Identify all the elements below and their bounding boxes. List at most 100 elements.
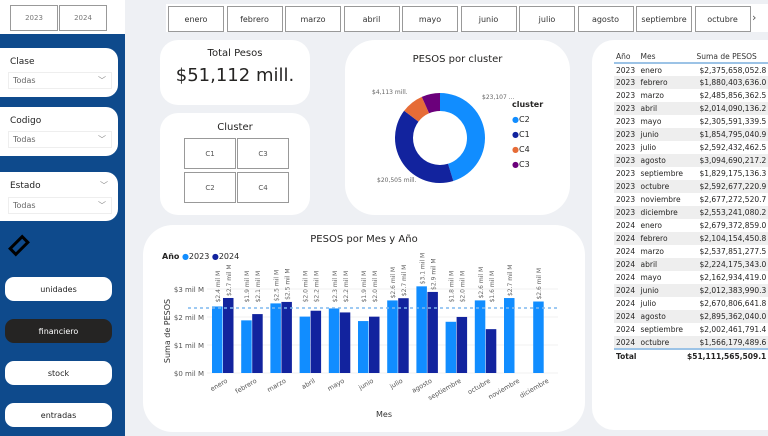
donut-slice-c2[interactable] [440,93,485,181]
donut-slice-c4[interactable] [404,96,430,122]
bar-2023-enero[interactable] [212,306,223,373]
cell-mes: enero [640,221,663,230]
cluster-c3-button[interactable]: C3 [237,138,289,169]
month-agosto-button[interactable]: agosto [577,6,634,32]
cell-suma: $2,014,090,136.2 [685,102,768,115]
table-row[interactable]: 2023 junio $1,854,795,040.9 [614,128,768,141]
month-abril-button[interactable]: abril [343,6,400,32]
cell-suma: $2,224,175,343.0 [685,258,768,271]
data-label: $1.8 mil M [449,271,456,303]
table-row[interactable]: 2023 febrero $1,880,403,636.0 [614,76,768,89]
bar-2023-septiembre[interactable] [445,321,457,373]
month-marzo-button[interactable]: marzo [285,6,341,32]
bar-2023-junio[interactable] [358,321,369,373]
legend-label: C2 [518,115,530,124]
bar-2024-mayo[interactable] [339,312,351,373]
cell-mes: julio [640,143,657,152]
bar-2023-agosto[interactable] [416,286,427,373]
legend-item-c2[interactable]: ●C2 [512,112,530,127]
clase-dropdown[interactable]: Todas ﹀ [8,72,112,89]
nav-stock-button[interactable]: stock [5,361,112,385]
clase-filter[interactable]: Clase Todas ﹀ [0,48,118,97]
x-tick-label: junio [356,377,375,392]
table-row[interactable]: 2023 octubre $2,592,677,220.9 [614,180,768,193]
month-julio-button[interactable]: julio [519,6,575,32]
bar-2024-febrero[interactable] [252,314,263,373]
nav-unidades-button[interactable]: unidades [5,277,112,301]
col-ano[interactable]: Año [614,50,639,64]
codigo-filter[interactable]: Codigo Todas ﹀ [0,107,118,156]
table-row[interactable]: 2023 enero $2,375,658,052.8 [614,63,768,76]
table-row[interactable]: 2024 agosto $2,895,362,040.0 [614,310,768,323]
bar-2023-marzo[interactable] [270,303,281,373]
year-2024-button[interactable]: 2024 [59,5,107,31]
chevron-right-icon[interactable]: › [752,11,757,24]
table-row[interactable]: 2023 mayo $2,305,591,339.5 [614,115,768,128]
estado-dropdown[interactable]: Todas ﹀ [8,197,112,214]
legend-title: Año [162,252,180,261]
bar-2024-enero[interactable] [223,297,234,373]
cell-ano: 2023 [614,128,639,141]
bar-2024-agosto[interactable] [427,291,438,373]
bar-2023-abril[interactable] [299,316,311,373]
table-row[interactable]: 2024 junio $2,012,383,990.3 [614,284,768,297]
bar-2023-julio[interactable] [387,300,398,373]
bar-2024-marzo[interactable] [281,301,292,373]
legend-2023: 2023 [188,252,210,261]
month-septiembre-button[interactable]: septiembre [636,6,692,32]
col-mes[interactable]: Mes [638,50,686,64]
y-axis-label: Suma de PESOS [163,299,172,363]
bar-2024-abril[interactable] [310,310,322,373]
codigo-dropdown[interactable]: Todas ﹀ [8,131,112,148]
donut-slice-c3[interactable] [421,93,440,114]
table-row[interactable]: 2023 noviembre $2,677,272,520.7 [614,193,768,206]
table-row[interactable]: 2024 octubre $1,566,179,489.6 [614,336,768,349]
table-row[interactable]: 2023 septiembre $1,829,175,136.3 [614,167,768,180]
bar-2024-julio[interactable] [398,298,409,373]
bar-2023-diciembre[interactable] [533,301,544,373]
table-row[interactable]: 2024 julio $2,670,806,641.8 [614,297,768,310]
table-row[interactable]: 2023 abril $2,014,090,136.2 [614,102,768,115]
nav-entradas-button[interactable]: entradas [5,403,112,427]
table-row[interactable]: 2024 enero $2,679,372,859.0 [614,219,768,232]
cluster-c4-button[interactable]: C4 [237,172,289,203]
table-row[interactable]: 2024 marzo $2,537,851,277.5 [614,245,768,258]
bar-2023-febrero[interactable] [241,320,252,373]
legend-item-c4[interactable]: ●C4 [512,142,530,157]
table-row[interactable]: 2024 abril $2,224,175,343.0 [614,258,768,271]
month-mayo-button[interactable]: mayo [402,6,458,32]
cluster-c2-button[interactable]: C2 [184,172,236,203]
bar-2024-septiembre[interactable] [456,316,468,373]
bar-2024-octubre[interactable] [485,329,497,373]
data-label: $2.5 mil M [284,268,291,300]
table-row[interactable]: 2024 febrero $2,104,154,450.8 [614,232,768,245]
cluster-c1-button[interactable]: C1 [184,138,236,169]
col-suma[interactable]: Suma de PESOS [685,50,768,64]
table-row[interactable]: 2023 agosto $3,094,690,217.2 [614,154,768,167]
nav-financiero-button[interactable]: financiero [5,319,112,343]
legend-item-c3[interactable]: ●C3 [512,157,530,172]
y-tick-label: $2 mil M [174,314,204,322]
month-octubre-button[interactable]: octubre [694,6,751,32]
donut-slice-c1[interactable] [395,110,454,183]
year-2023-button[interactable]: 2023 [10,5,58,31]
bar-2024-junio[interactable] [369,316,380,373]
table-row[interactable]: 2023 diciembre $2,553,241,080.2 [614,206,768,219]
month-junio-button[interactable]: junio [460,6,517,32]
month-febrero-button[interactable]: febrero [226,6,283,32]
estado-filter[interactable]: Estado ﹀ Todas ﹀ [0,172,118,221]
legend-item-c1[interactable]: ●C1 [512,127,530,142]
cell-suma: $2,485,856,362.5 [699,91,767,100]
chevron-down-icon[interactable]: ﹀ [100,181,108,190]
cell-mes: marzo [640,91,665,100]
bar-2023-noviembre[interactable] [504,298,515,373]
table-row[interactable]: 2024 mayo $2,162,934,419.0 [614,271,768,284]
table-row[interactable]: 2023 julio $2,592,432,462.5 [614,141,768,154]
data-table-card: Año Mes Suma de PESOS 2023 enero $2,375,65… [592,40,768,430]
bar-2023-mayo[interactable] [328,308,340,373]
cell-ano: 2024 [616,325,636,334]
month-enero-button[interactable]: enero [168,6,224,32]
bar-2023-octubre[interactable] [474,300,486,373]
table-row[interactable]: 2024 septiembre $2,002,461,791.4 [614,323,768,336]
table-row[interactable]: 2023 marzo $2,485,856,362.5 [614,89,768,102]
